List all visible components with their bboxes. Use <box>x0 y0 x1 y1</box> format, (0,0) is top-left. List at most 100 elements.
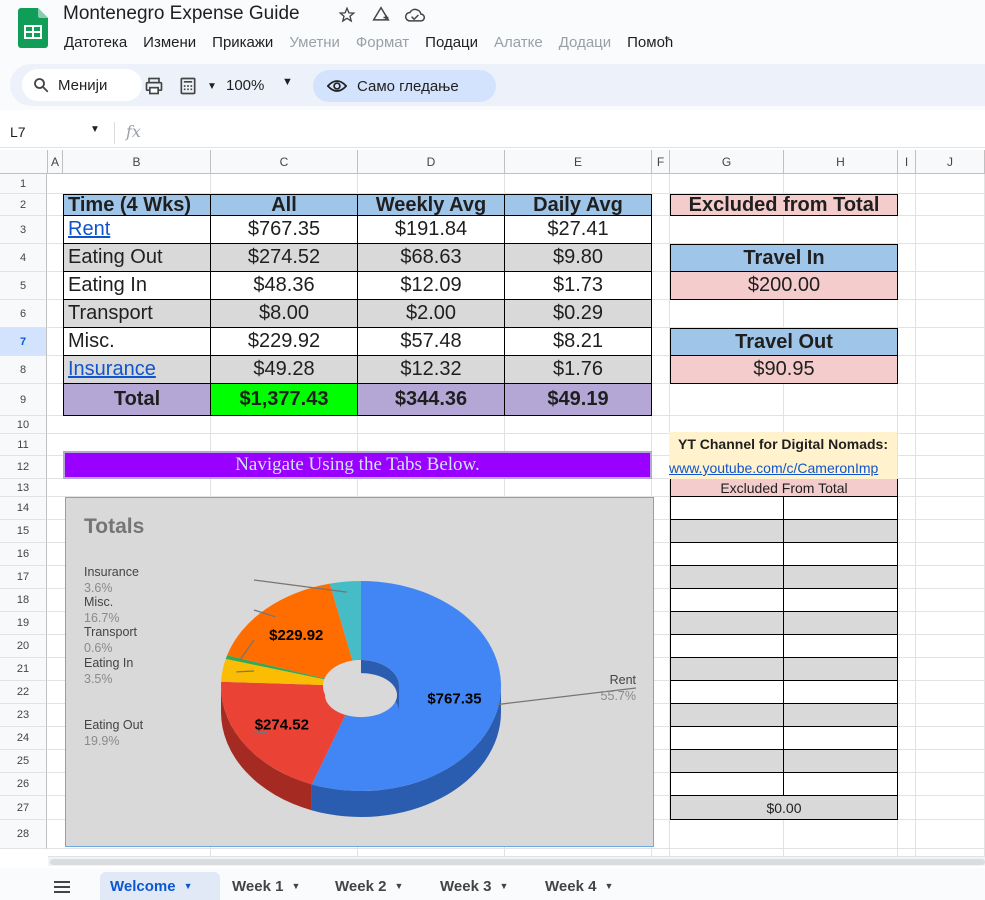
row-header-2[interactable]: 2 <box>0 194 47 216</box>
travel-in-value-cell[interactable]: $200.00 <box>670 272 898 300</box>
pie-slice-eating-out[interactable] <box>221 681 348 785</box>
cloud-status-icon[interactable] <box>404 4 426 26</box>
row-header-21[interactable]: 21 <box>0 658 47 681</box>
row-header-23[interactable]: 23 <box>0 704 47 727</box>
row-header-8[interactable]: 8 <box>0 356 47 384</box>
excluded-table-cell[interactable] <box>784 727 898 750</box>
excluded-table-cell[interactable] <box>784 681 898 704</box>
excluded-table-cell[interactable] <box>670 497 784 520</box>
excluded-table-cell[interactable] <box>670 727 784 750</box>
row-header-15[interactable]: 15 <box>0 520 47 543</box>
daily-value-cell[interactable]: $9.80 <box>505 244 652 272</box>
sheet-tab-week-4[interactable]: Week 4 ▼ <box>535 872 623 900</box>
document-title[interactable]: Montenegro Expense Guide <box>63 3 300 24</box>
excluded-table-cell[interactable] <box>784 658 898 681</box>
chevron-down-icon[interactable]: ▼ <box>183 881 193 891</box>
menu-item[interactable]: Прикажи <box>212 34 274 51</box>
excluded-table-cell[interactable] <box>670 520 784 543</box>
excluded-table-cell[interactable] <box>670 589 784 612</box>
menu-item[interactable]: Формат <box>355 34 410 51</box>
column-header-h[interactable]: H <box>784 150 898 174</box>
all-value-cell[interactable]: $274.52 <box>211 244 358 272</box>
total-daily-cell[interactable]: $49.19 <box>505 384 652 416</box>
name-box[interactable]: L7 <box>10 124 26 140</box>
excluded-table-cell[interactable] <box>784 497 898 520</box>
excluded-table-header[interactable]: Excluded From Total <box>670 479 898 497</box>
excluded-table-cell[interactable] <box>784 704 898 727</box>
category-cell[interactable]: Rent <box>63 216 211 244</box>
menu-item[interactable]: Измени <box>143 34 197 51</box>
row-header-19[interactable]: 19 <box>0 612 47 635</box>
youtube-link[interactable]: www.youtube.com/c/CameronImp <box>669 456 897 480</box>
column-header-c[interactable]: C <box>211 150 358 174</box>
travel-out-value-cell[interactable]: $90.95 <box>670 356 898 384</box>
column-header-b[interactable]: B <box>63 150 211 174</box>
sheet-tab-week-1[interactable]: Week 1 ▼ <box>222 872 310 900</box>
chevron-down-icon[interactable]: ▼ <box>207 80 217 92</box>
menu-item[interactable]: Помоћ <box>627 34 674 51</box>
column-header-g[interactable]: G <box>670 150 784 174</box>
pie-slice-misc[interactable] <box>227 583 353 679</box>
all-value-cell[interactable]: $48.36 <box>211 272 358 300</box>
weekly-value-cell[interactable]: $2.00 <box>358 300 505 328</box>
spreadsheet-grid[interactable]: A B C D E F G H I J 1 2 3 4 5 6 7 8 9 10 11 12 13 14 15 16 17 18 19 2… <box>0 150 985 858</box>
total-label-cell[interactable]: Total <box>63 384 211 416</box>
excluded-table-cell[interactable] <box>670 566 784 589</box>
pie-slice-rent[interactable] <box>311 581 501 791</box>
column-header-d[interactable]: D <box>358 150 505 174</box>
menu-item[interactable]: Алатке <box>494 34 543 51</box>
table-header-cell[interactable]: Weekly Avg <box>358 194 505 216</box>
menu-item[interactable]: Уметни <box>289 34 340 51</box>
row-header-14[interactable]: 14 <box>0 497 47 520</box>
row-header-3[interactable]: 3 <box>0 216 47 244</box>
excluded-table-cell[interactable] <box>670 681 784 704</box>
excluded-table-cell[interactable] <box>670 750 784 773</box>
excluded-table-cell[interactable] <box>784 773 898 796</box>
row-header-24[interactable]: 24 <box>0 727 47 750</box>
weekly-value-cell[interactable]: $191.84 <box>358 216 505 244</box>
view-only-button[interactable]: Само гледање <box>313 70 496 102</box>
row-header-12[interactable]: 12 <box>0 456 47 479</box>
daily-value-cell[interactable]: $27.41 <box>505 216 652 244</box>
excluded-table-cell[interactable] <box>670 704 784 727</box>
pie-slice-transport[interactable] <box>225 655 325 680</box>
row-header-22[interactable]: 22 <box>0 681 47 704</box>
weekly-value-cell[interactable]: $57.48 <box>358 328 505 356</box>
weekly-value-cell[interactable]: $68.63 <box>358 244 505 272</box>
excluded-table-cell[interactable] <box>670 773 784 796</box>
all-value-cell[interactable]: $49.28 <box>211 356 358 384</box>
sheets-logo-icon[interactable] <box>18 8 48 48</box>
row-header-16[interactable]: 16 <box>0 543 47 566</box>
move-to-drive-icon[interactable] <box>370 4 392 26</box>
row-header-28[interactable]: 28 <box>0 820 47 849</box>
excluded-table-cell[interactable] <box>784 566 898 589</box>
calculator-icon[interactable] <box>176 74 200 98</box>
excluded-table-cell[interactable] <box>784 589 898 612</box>
row-header-5[interactable]: 5 <box>0 272 47 300</box>
sheet-tab-week-3[interactable]: Week 3 ▼ <box>430 872 518 900</box>
excluded-table-cell[interactable] <box>784 520 898 543</box>
chevron-down-icon[interactable]: ▼ <box>394 881 404 891</box>
row-header-27[interactable]: 27 <box>0 796 47 820</box>
star-icon[interactable] <box>336 4 358 26</box>
chevron-down-icon[interactable]: ▼ <box>291 881 301 891</box>
category-cell[interactable]: Misc. <box>63 328 211 356</box>
travel-out-label-cell[interactable]: Travel Out <box>670 328 898 356</box>
daily-value-cell[interactable]: $0.29 <box>505 300 652 328</box>
row-header-7[interactable]: 7 <box>0 328 47 356</box>
row-header-11[interactable]: 11 <box>0 434 47 456</box>
daily-value-cell[interactable]: $1.76 <box>505 356 652 384</box>
weekly-value-cell[interactable]: $12.09 <box>358 272 505 300</box>
category-cell[interactable]: Eating Out <box>63 244 211 272</box>
menu-item[interactable]: Подаци <box>425 34 479 51</box>
all-value-cell[interactable]: $767.35 <box>211 216 358 244</box>
scroll-thumb[interactable] <box>50 859 985 865</box>
row-header-9[interactable]: 9 <box>0 384 47 416</box>
menu-item[interactable]: Додаци <box>558 34 612 51</box>
daily-value-cell[interactable]: $1.73 <box>505 272 652 300</box>
total-weekly-cell[interactable]: $344.36 <box>358 384 505 416</box>
row-header-10[interactable]: 10 <box>0 416 47 434</box>
column-header-j[interactable]: J <box>916 150 985 174</box>
pie-slice-eating-in[interactable] <box>221 658 325 685</box>
column-header-e[interactable]: E <box>505 150 652 174</box>
